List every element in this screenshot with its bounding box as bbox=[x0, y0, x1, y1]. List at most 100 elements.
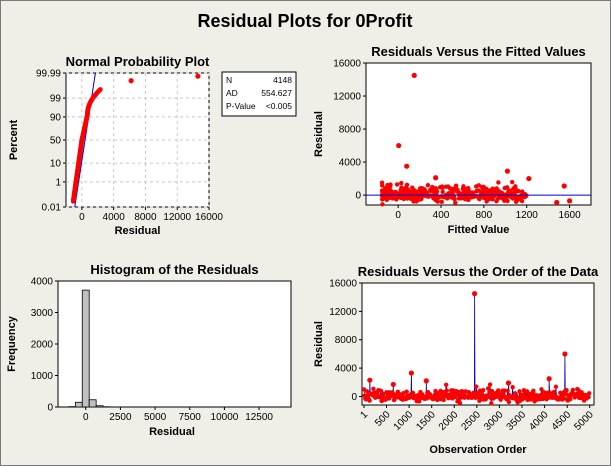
order-point bbox=[586, 391, 592, 396]
order-point bbox=[433, 388, 438, 394]
residual-point bbox=[497, 195, 502, 200]
order-point bbox=[474, 384, 479, 389]
residual-point bbox=[470, 190, 475, 195]
residual-point bbox=[440, 189, 445, 195]
residual-point bbox=[519, 189, 525, 194]
y-axis-label: Frequency bbox=[6, 315, 18, 372]
residual-point bbox=[513, 199, 519, 205]
y-tick-label: 0.01 bbox=[42, 203, 62, 214]
order-point bbox=[378, 388, 384, 394]
y-tick-label: 12000 bbox=[333, 92, 361, 103]
x-tick-label: 500 bbox=[373, 409, 393, 429]
y-tick-label: 8000 bbox=[339, 125, 362, 136]
figure-title: Residual Plots for 0Profit bbox=[197, 11, 412, 31]
y-tick-label: 50 bbox=[50, 136, 62, 147]
order-point bbox=[367, 398, 372, 403]
order-point bbox=[553, 384, 559, 389]
residual-point bbox=[479, 185, 485, 190]
residual-point bbox=[483, 189, 489, 195]
order-point bbox=[510, 385, 515, 390]
x-tick-label: 1000 bbox=[392, 409, 416, 433]
y-axis-label: Percent bbox=[8, 119, 20, 160]
residual-point bbox=[417, 186, 423, 191]
stats-label: P-Value bbox=[226, 101, 256, 111]
residual-point bbox=[522, 192, 528, 197]
residual-point bbox=[440, 185, 445, 191]
residual-point bbox=[439, 199, 444, 205]
histogram-bar bbox=[88, 399, 97, 408]
x-tick-label: 1 bbox=[358, 409, 370, 421]
order-point bbox=[502, 388, 507, 393]
panel-title-residuals-vs-fitted: Residuals Versus the Fitted Values bbox=[371, 44, 586, 59]
histogram-bar bbox=[74, 401, 83, 408]
panel-title-normal-probability: Normal Probability Plot bbox=[66, 54, 210, 69]
y-axis-label: Residual bbox=[313, 321, 325, 367]
y-tick-label: 2000 bbox=[31, 340, 54, 351]
residual-point bbox=[453, 200, 458, 205]
x-tick-label: 400 bbox=[433, 210, 450, 221]
residual-point bbox=[518, 196, 524, 202]
spike-point bbox=[367, 377, 373, 383]
y-tick-label: 12000 bbox=[329, 307, 357, 318]
residual-point bbox=[419, 190, 424, 195]
residual-point bbox=[385, 182, 390, 188]
x-tick-label: 0 bbox=[395, 210, 401, 221]
residual-point bbox=[473, 184, 479, 189]
x-axis-label: Residual bbox=[149, 426, 195, 438]
outlier-point bbox=[396, 142, 402, 149]
y-tick-label: 99.99 bbox=[36, 68, 61, 79]
residual-point bbox=[404, 182, 410, 188]
y-tick-label: 1000 bbox=[31, 371, 54, 382]
outlier-point bbox=[526, 175, 532, 182]
residual-point bbox=[431, 189, 436, 195]
residual-point bbox=[487, 188, 493, 193]
order-point bbox=[539, 387, 544, 392]
plot-area-residuals-vs-fitted bbox=[365, 62, 592, 206]
y-tick-label: 3000 bbox=[31, 308, 54, 319]
y-tick-label: 90 bbox=[50, 112, 62, 123]
plot-area-histogram bbox=[57, 280, 292, 408]
spike-point bbox=[505, 380, 512, 386]
stats-box: N 4148 AD 554.627 P-Value <0.005 bbox=[221, 71, 297, 117]
outlier-point bbox=[433, 175, 439, 181]
order-point bbox=[441, 397, 446, 403]
outlier-point bbox=[561, 183, 567, 189]
outlier-point bbox=[195, 73, 201, 79]
residual-point bbox=[512, 185, 518, 191]
residual-point bbox=[511, 190, 517, 195]
residual-point bbox=[447, 186, 453, 191]
x-tick-label: 4000 bbox=[103, 212, 126, 223]
y-tick-label: 4000 bbox=[339, 158, 362, 169]
residual-point bbox=[496, 180, 501, 185]
panel-histogram: Histogram of the Residuals 0 2500 5000 7500 1… bbox=[6, 262, 292, 438]
x-tick-label: 4500 bbox=[550, 409, 574, 433]
order-point bbox=[564, 388, 569, 393]
residual-point bbox=[411, 187, 417, 193]
residual-point bbox=[435, 199, 440, 204]
x-tick-label: 7500 bbox=[179, 412, 202, 423]
spike-point bbox=[423, 378, 429, 384]
y-tick-label: 4000 bbox=[31, 277, 54, 288]
x-tick-label: 3500 bbox=[505, 409, 529, 433]
outlier-point bbox=[554, 199, 560, 206]
probability-point bbox=[97, 87, 103, 92]
residual-point bbox=[379, 180, 385, 185]
residual-point bbox=[394, 182, 400, 187]
y-axis-label: Residual bbox=[313, 111, 325, 157]
stats-box-frame bbox=[221, 71, 297, 117]
stats-value: <0.005 bbox=[266, 101, 293, 111]
stats-label: AD bbox=[226, 88, 238, 98]
residual-point bbox=[417, 196, 423, 201]
outlier-point bbox=[411, 72, 417, 78]
y-tick-label: 1 bbox=[55, 177, 61, 188]
y-tick-label: 4000 bbox=[335, 364, 358, 375]
residual-point bbox=[514, 194, 520, 200]
residual-point bbox=[428, 188, 433, 194]
panel-normal-probability: Normal Probability Plot 0 4000 8000 12000 160… bbox=[8, 54, 297, 237]
order-point bbox=[568, 397, 573, 402]
order-point bbox=[487, 382, 493, 387]
x-tick-label: 8000 bbox=[134, 212, 157, 223]
residual-point bbox=[399, 180, 404, 186]
x-tick-label: 2000 bbox=[437, 409, 461, 433]
